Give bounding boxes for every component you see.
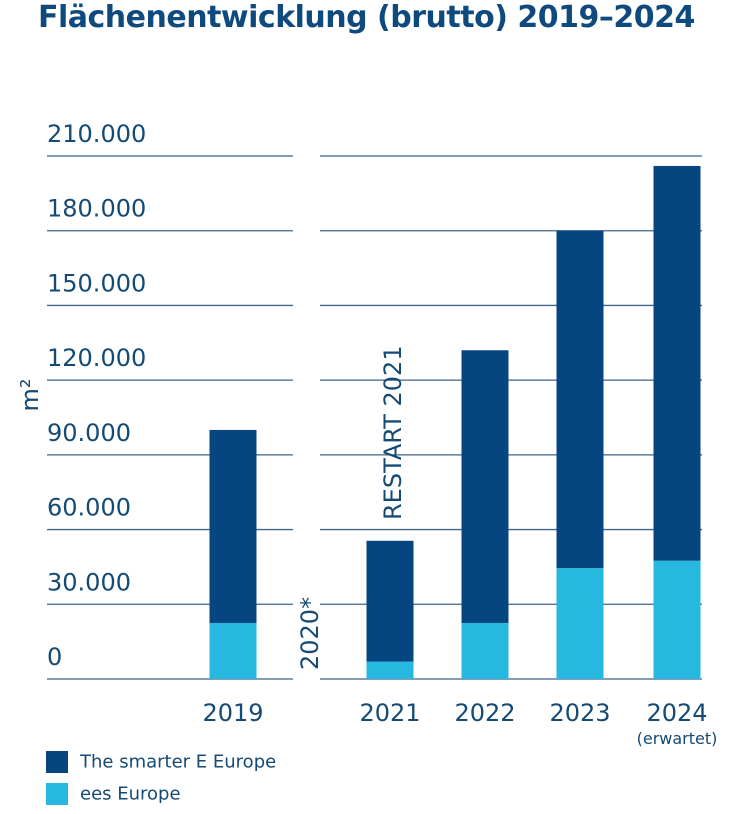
x-tick-label: 2021	[359, 699, 420, 727]
bar-2021-the-smarter-e-europe	[366, 540, 414, 662]
chart-title: Flächenentwicklung (brutto) 2019–2024	[38, 0, 695, 35]
x-tick-label: 2022	[454, 699, 515, 727]
legend-swatch	[46, 751, 68, 773]
bar-2022-the-smarter-e-europe	[461, 350, 509, 623]
bar-2022-ees-europe	[461, 622, 509, 679]
y-tick-label: 60.000	[47, 494, 131, 522]
legend-item-smarter-e: The smarter E Europe	[46, 751, 276, 773]
x-tick-label: 2024	[646, 699, 707, 727]
y-tick-label: 210.000	[47, 120, 146, 148]
legend-label: The smarter E Europe	[80, 751, 277, 773]
y-tick-label: 180.000	[47, 195, 146, 223]
y-tick-label: 0	[47, 643, 62, 671]
bar-2019-the-smarter-e-europe	[209, 429, 257, 623]
annotation-restart-2021: RESTART 2021	[379, 345, 407, 520]
bar-2024-ees-europe	[653, 560, 701, 679]
bar-2024-the-smarter-e-europe	[653, 165, 701, 561]
legend-label: ees Europe	[80, 783, 181, 805]
y-tick-label: 30.000	[47, 568, 131, 596]
bar-2021-ees-europe	[366, 661, 414, 679]
legend-swatch	[46, 783, 68, 805]
y-tick-label: 90.000	[47, 419, 131, 447]
annotation-2020: 2020*	[296, 597, 324, 670]
x-tick-label: 2023	[549, 699, 610, 727]
x-tick-sublabel: (erwartet)	[637, 729, 718, 748]
legend-item-ees: ees Europe	[46, 783, 181, 805]
bar-2023-ees-europe	[556, 568, 604, 679]
y-tick-label: 120.000	[47, 344, 146, 372]
x-tick-label: 2019	[202, 699, 263, 727]
y-tick-label: 150.000	[47, 269, 146, 297]
bar-2023-the-smarter-e-europe	[556, 230, 604, 569]
y-axis-label: m²	[16, 379, 44, 412]
bar-2019-ees-europe	[209, 622, 257, 679]
